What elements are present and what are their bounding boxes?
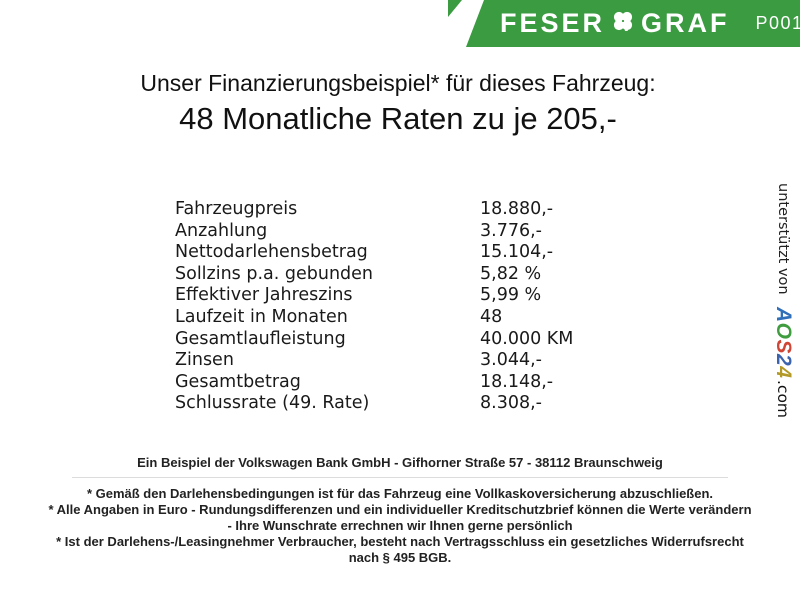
brand-name-right: GRAF bbox=[641, 8, 730, 38]
brand-name-left: FESER bbox=[500, 8, 606, 38]
vehicle-code: P001370 bbox=[755, 13, 800, 33]
fine-print-block: * Gemäß den Darlehensbedingungen ist für… bbox=[0, 486, 800, 566]
table-row-value: 3.776,- bbox=[480, 220, 542, 241]
aos24-logo: AOS24 bbox=[771, 307, 795, 378]
fine-print-line: * Alle Angaben in Euro - Rundungsdiffere… bbox=[48, 502, 752, 517]
fine-print-line: * Gemäß den Darlehensbedingungen ist für… bbox=[86, 486, 714, 501]
table-row-value: 15.104,- bbox=[480, 242, 554, 263]
aos24-letter: 2 bbox=[772, 353, 795, 366]
fine-print-line: * Ist der Darlehens-/Leasingnehmer Verbr… bbox=[56, 534, 744, 549]
table-row-label: Gesamtbetrag bbox=[175, 371, 301, 392]
banner-main-shape bbox=[466, 0, 800, 47]
title-subline: Unser Finanzierungsbeispiel* für dieses … bbox=[140, 70, 656, 96]
table-row-value: 18.148,- bbox=[480, 371, 554, 392]
table-row-value: 18.880,- bbox=[480, 199, 554, 219]
aos24-letter: O bbox=[772, 322, 795, 340]
bank-example-line: Ein Beispiel der Volkswagen Bank GmbH - … bbox=[137, 455, 663, 470]
table-row-label: Fahrzeugpreis bbox=[175, 199, 298, 219]
table-row-label: Sollzins p.a. gebunden bbox=[175, 263, 374, 284]
title-block: Unser Finanzierungsbeispiel* für dieses … bbox=[0, 70, 796, 137]
table-row-value: 5,82 % bbox=[480, 263, 542, 284]
banner-slash-sliver bbox=[448, 0, 462, 17]
supported-by-label: unterstützt von bbox=[775, 183, 791, 295]
header-banner: FESER GRAF P001370 bbox=[500, 0, 800, 47]
table-row-label: Schlussrate (49. Rate) bbox=[175, 393, 370, 414]
clover-icon bbox=[611, 9, 635, 40]
fine-print-line: nach § 495 BGB. bbox=[348, 550, 452, 565]
table-row-label: Effektiver Jahreszins bbox=[175, 285, 353, 306]
aos24-letter: A bbox=[772, 306, 795, 323]
support-strip: unterstützt von AOS24 .com bbox=[771, 183, 795, 418]
table-row-label: Gesamtlaufleistung bbox=[175, 328, 346, 349]
table-row-value: 3.044,- bbox=[480, 350, 542, 371]
aos24-letter: 4 bbox=[772, 365, 795, 379]
footer-divider bbox=[72, 477, 728, 478]
title-mainline: 48 Monatliche Raten zu je 205,- bbox=[179, 101, 617, 136]
table-row-label: Zinsen bbox=[175, 350, 234, 371]
financing-table: Fahrzeugpreis 18.880,- Anzahlung 3.776,-… bbox=[175, 199, 573, 415]
header-banner-shape bbox=[448, 0, 800, 47]
brand-logo: FESER GRAF bbox=[500, 7, 730, 40]
aos24-letter: S bbox=[772, 339, 795, 354]
table-row-value: 5,99 % bbox=[480, 285, 542, 306]
fine-print-line: - Ihre Wunschrate errechnen wir Ihnen ge… bbox=[227, 518, 573, 533]
table-row-label: Anzahlung bbox=[175, 220, 268, 241]
table-row-value: 40.000 KM bbox=[480, 328, 574, 349]
table-row-label: Laufzeit in Monaten bbox=[175, 306, 348, 327]
table-row-value: 8.308,- bbox=[480, 393, 542, 414]
aos24-domain-suffix: .com bbox=[774, 380, 792, 419]
table-row-value: 48 bbox=[480, 306, 503, 327]
table-row-label: Nettodarlehensbetrag bbox=[175, 242, 368, 263]
